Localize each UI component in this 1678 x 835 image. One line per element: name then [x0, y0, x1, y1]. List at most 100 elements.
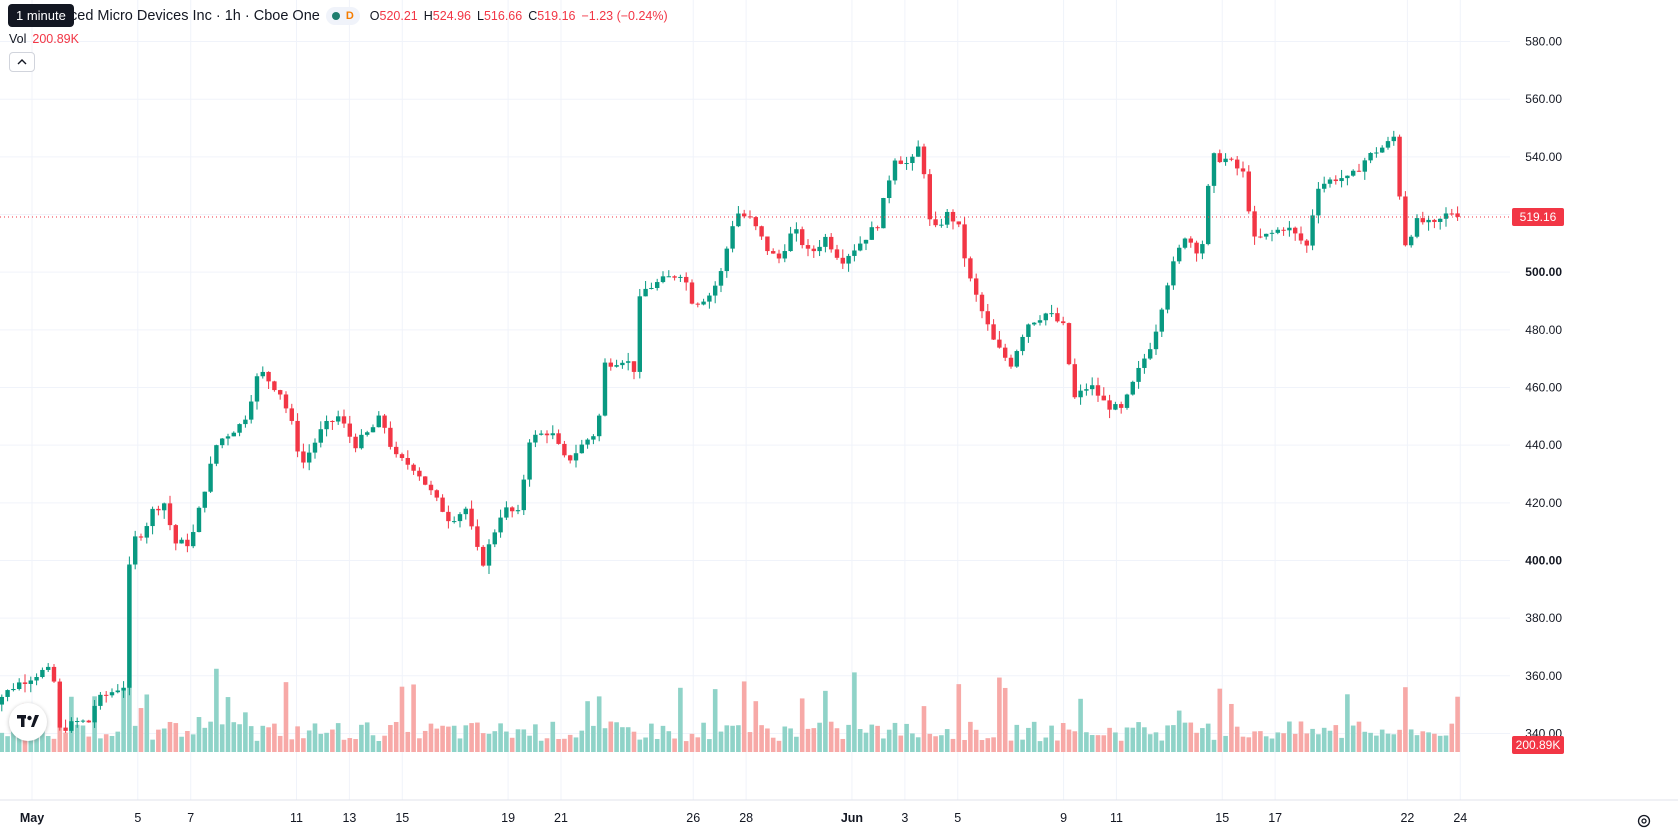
- volume-bar: [434, 728, 440, 752]
- volume-bar: [666, 731, 672, 752]
- volume-bar: [1339, 737, 1344, 752]
- candle-body: [161, 503, 167, 511]
- time-axis[interactable]: May 5 7 11 13 15 19 21 26 28 Jun 3 5 9 11 15 17 22 24: [0, 799, 1678, 825]
- volume-bar: [1159, 740, 1165, 752]
- price-candles: [0, 130, 1460, 733]
- volume-bar: [1379, 729, 1385, 752]
- time-tick-label: 21: [554, 811, 568, 825]
- symbol-title[interactable]: ced Micro Devices Inc · 1h · Cboe One: [70, 8, 320, 24]
- candle-body: [956, 221, 961, 225]
- candle-body: [1072, 364, 1077, 398]
- candle-body: [521, 479, 526, 511]
- open-value: 520.21: [379, 9, 418, 23]
- volume-bar: [1455, 696, 1460, 752]
- volume-bar: [1287, 721, 1292, 752]
- candle-body: [156, 508, 161, 511]
- candle-body: [16, 682, 22, 689]
- candle-body: [933, 219, 938, 226]
- candle-body: [556, 433, 561, 444]
- price-axis[interactable]: 580.00560.00540.00520.00500.00480.00460.…: [1525, 35, 1562, 741]
- candle-body: [637, 296, 642, 372]
- candle-body: [1130, 381, 1135, 395]
- volume-bar: [1147, 734, 1153, 752]
- candle-body: [185, 539, 190, 547]
- time-tick-label: 11: [1110, 811, 1123, 825]
- volume-bar: [834, 728, 840, 752]
- volume-bar: [898, 735, 904, 752]
- candle-body: [741, 213, 747, 217]
- collapse-legend-button[interactable]: [9, 52, 35, 72]
- candle-body: [799, 229, 805, 246]
- volume-legend[interactable]: Vol 200.89K: [9, 32, 79, 46]
- volume-bar: [103, 734, 109, 752]
- candle-body: [347, 423, 352, 437]
- candle-body: [538, 433, 544, 435]
- candle-body: [759, 226, 764, 237]
- volume-bar: [944, 729, 950, 752]
- volume-bar: [318, 733, 324, 752]
- volume-bar: [689, 733, 695, 752]
- candle-body: [80, 720, 86, 722]
- candle-body: [330, 420, 335, 422]
- candle-body: [1310, 215, 1315, 246]
- candle-body: [968, 258, 973, 279]
- volume-bar: [80, 725, 86, 752]
- time-tick-label: Jun: [841, 811, 863, 825]
- market-status-badge[interactable]: D: [325, 7, 360, 25]
- candle-body: [1176, 247, 1182, 262]
- volume-bar: [730, 725, 735, 752]
- candle-body: [1246, 171, 1251, 212]
- volume-bar: [219, 724, 225, 752]
- volume-bar: [788, 728, 793, 752]
- volume-bar: [1449, 723, 1455, 752]
- volume-bar: [811, 728, 817, 752]
- symbol-legend[interactable]: ced Micro Devices Inc · 1h · Cboe One D …: [8, 6, 668, 26]
- candle-body: [1408, 236, 1414, 246]
- volume-bar: [1200, 728, 1205, 752]
- volume-bar: [904, 723, 909, 752]
- volume-bar: [805, 728, 811, 752]
- candle-body: [1258, 236, 1263, 238]
- volume-bar: [1130, 727, 1136, 752]
- candle-body: [1437, 218, 1443, 222]
- candle-body: [1095, 385, 1101, 396]
- candle-body: [219, 438, 225, 446]
- settings-icon[interactable]: [1636, 813, 1652, 829]
- candle-body: [231, 432, 236, 437]
- volume-bar: [492, 731, 498, 752]
- volume-bar: [1327, 730, 1333, 752]
- volume-bar: [254, 740, 260, 752]
- candle-body: [1188, 238, 1193, 243]
- volume-bar: [1432, 733, 1437, 752]
- candle-body: [1281, 229, 1286, 231]
- candle-body: [1455, 213, 1460, 217]
- volume-bar: [364, 722, 370, 752]
- candle-body: [167, 503, 173, 526]
- candle-body: [1060, 321, 1066, 324]
- candle-body: [1379, 147, 1385, 153]
- volume-bar: [579, 730, 585, 752]
- candle-body: [1124, 394, 1130, 408]
- candle-body: [585, 439, 590, 445]
- volume-bar: [852, 672, 857, 752]
- volume-bar: [1066, 729, 1072, 752]
- candle-body: [504, 507, 509, 518]
- volume-badge: [1512, 736, 1564, 754]
- candle-body: [1269, 232, 1275, 234]
- volume-badge-label: 200.89K: [1516, 738, 1561, 752]
- volume-bar: [1391, 734, 1397, 752]
- tradingview-logo-icon[interactable]: [9, 703, 47, 741]
- candle-body: [1391, 136, 1396, 142]
- candle-body: [295, 420, 300, 452]
- volume-bar: [1333, 725, 1339, 752]
- volume-bar: [1368, 732, 1373, 752]
- open-label: O: [369, 9, 380, 23]
- candle-body: [127, 564, 132, 688]
- volume-bar: [283, 682, 289, 752]
- volume-bar: [1403, 687, 1408, 752]
- time-tick-label: 22: [1400, 811, 1414, 825]
- candle-body: [770, 251, 776, 254]
- volume-bar: [475, 722, 480, 752]
- candle-body: [1362, 160, 1367, 172]
